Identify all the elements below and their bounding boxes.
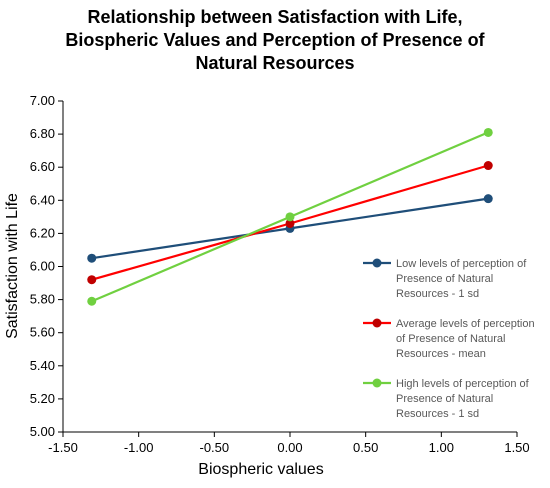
x-tick-label: 1.50: [504, 440, 529, 455]
legend-label-line: Presence of Natural: [396, 273, 493, 285]
chart-title-line-2: Biospheric Values and Perception of Pres…: [65, 30, 485, 50]
y-tick-label: 5.60: [30, 325, 55, 340]
data-point: [285, 218, 295, 228]
y-tick-label: 6.60: [30, 159, 55, 174]
legend-entry-3: High levels of perception of Presence of …: [363, 378, 530, 420]
series-layer: [87, 127, 493, 306]
data-point: [483, 194, 493, 204]
chart-title-line-3: Natural Resources: [195, 53, 355, 73]
legend-label-line: High levels of perception of: [396, 378, 530, 390]
legend-label-line: Low levels of perception of: [396, 258, 527, 270]
series-1: [87, 194, 493, 263]
legend: Low levels of perception of Presence of N…: [363, 258, 535, 420]
chart-title-line-1: Relationship between Satisfaction with L…: [87, 7, 463, 27]
legend-label-line: of Presence of Natural: [396, 333, 505, 345]
y-tick-label: 6.20: [30, 225, 55, 240]
y-tick-label: 5.20: [30, 391, 55, 406]
legend-label-line: Resources - 1 sd: [396, 288, 479, 300]
x-axis-title: Biospheric values: [198, 461, 323, 478]
legend-label-line: Resources - 1 sd: [396, 408, 479, 420]
y-tick-label: 6.40: [30, 192, 55, 207]
y-tick-label: 5.00: [30, 424, 55, 439]
x-tick-label: -0.50: [200, 440, 230, 455]
legend-label-line: Resources - mean: [396, 348, 486, 360]
series-2: [87, 161, 493, 285]
legend-label-line: Presence of Natural: [396, 393, 493, 405]
legend-marker-swatch: [372, 378, 382, 388]
data-point: [87, 275, 97, 285]
data-point: [483, 127, 493, 137]
y-tick-label: 5.40: [30, 358, 55, 373]
x-tick-label: 0.50: [353, 440, 378, 455]
y-axis-title: Satisfaction with Life: [4, 193, 21, 339]
x-tick-label: -1.50: [48, 440, 78, 455]
axes: 5.00 5.20 5.40 5.60 5.80 6.00 6.20 6.40 6.60 6.80…: [30, 93, 530, 455]
y-tick-label: 5.80: [30, 292, 55, 307]
y-tick-label: 6.80: [30, 126, 55, 141]
legend-label-line: Average levels of perception: [396, 318, 535, 330]
data-point: [483, 161, 493, 171]
legend-marker-swatch: [372, 318, 382, 328]
data-point: [87, 296, 97, 306]
y-tick-label: 6.00: [30, 259, 55, 274]
x-tick-label: 0.00: [277, 440, 302, 455]
series-3: [87, 127, 493, 306]
legend-marker-swatch: [372, 258, 382, 268]
x-tick-label: -1.00: [124, 440, 154, 455]
x-tick-label: 1.00: [429, 440, 454, 455]
legend-entry-1: Low levels of perception of Presence of N…: [363, 258, 527, 300]
data-point: [285, 212, 295, 222]
legend-entry-2: Average levels of perception of Presence …: [363, 318, 535, 360]
chart-title: Relationship between Satisfaction with L…: [0, 6, 550, 75]
data-point: [87, 253, 97, 263]
y-tick-label: 7.00: [30, 93, 55, 108]
